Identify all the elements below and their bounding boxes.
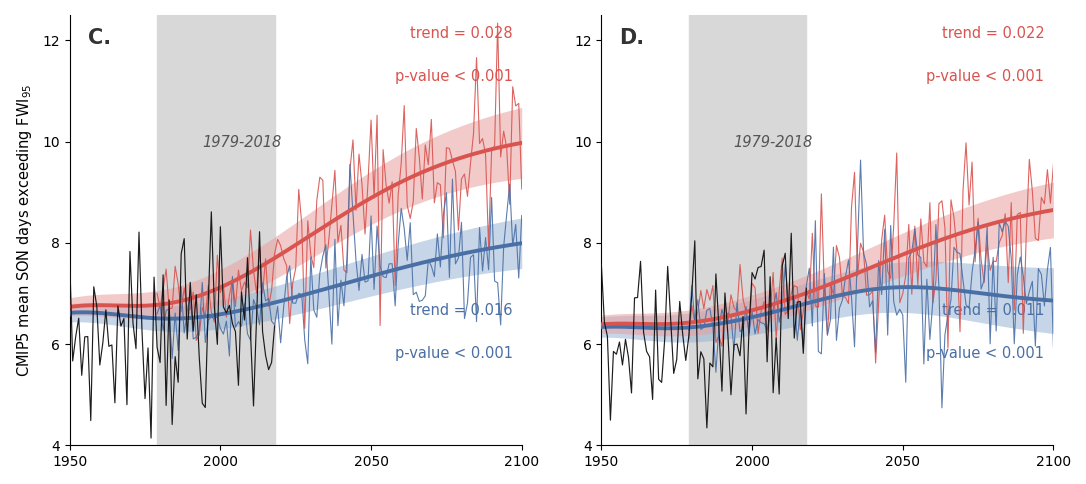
Text: 1979-2018: 1979-2018 <box>733 136 812 151</box>
Bar <box>157 15 275 445</box>
Text: trend = 0.016: trend = 0.016 <box>411 303 513 318</box>
Text: C.: C. <box>88 28 111 48</box>
Text: p-value < 0.001: p-value < 0.001 <box>926 69 1045 84</box>
Text: trend = 0.028: trend = 0.028 <box>411 26 513 41</box>
Bar <box>689 15 806 445</box>
Y-axis label: CMIP5 mean SON days exceeding FWI$_{95}$: CMIP5 mean SON days exceeding FWI$_{95}$ <box>15 83 34 377</box>
Text: p-value < 0.001: p-value < 0.001 <box>394 69 513 84</box>
Text: p-value < 0.001: p-value < 0.001 <box>394 347 513 362</box>
Text: 1979-2018: 1979-2018 <box>202 136 281 151</box>
Text: p-value < 0.001: p-value < 0.001 <box>926 347 1045 362</box>
Text: trend = 0.011: trend = 0.011 <box>942 303 1045 318</box>
Text: D.: D. <box>619 28 645 48</box>
Text: trend = 0.022: trend = 0.022 <box>942 26 1045 41</box>
